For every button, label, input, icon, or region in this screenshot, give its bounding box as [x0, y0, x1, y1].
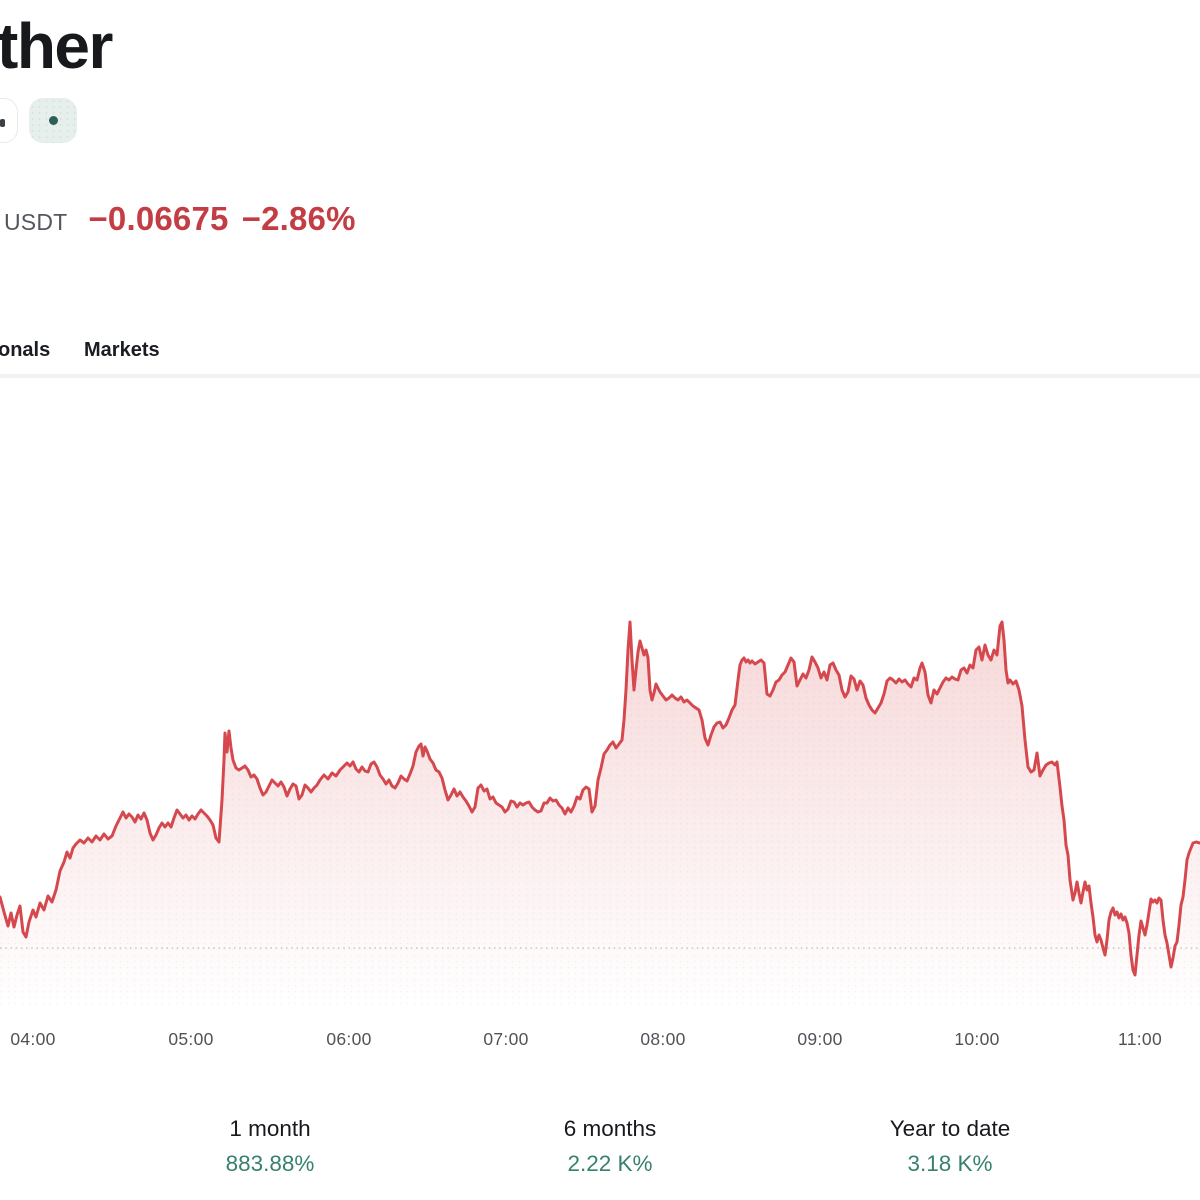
stat-label: 1 month [229, 1116, 311, 1141]
status-dot-icon [48, 116, 58, 125]
tab-partial[interactable]: onals [0, 339, 51, 361]
stat-6-months: 6 months 2.22 K% [564, 1116, 657, 1177]
stat-label: 6 months [563, 1116, 657, 1141]
dot-badge-button[interactable] [29, 98, 77, 143]
x-axis-tick: 06:00 [326, 1029, 372, 1049]
stat-label: Year to date [889, 1116, 1011, 1141]
x-axis-tick: 05:00 [168, 1029, 214, 1049]
chart-line [0, 620, 1200, 977]
chart-area-texture [0, 622, 1200, 1008]
partial-button-icon [0, 119, 5, 127]
tabs-divider [0, 374, 1200, 378]
stat-value: 2.22 K% [567, 1151, 653, 1176]
x-axis-tick: 04:00 [10, 1029, 56, 1049]
price-currency-label: USDT [4, 209, 68, 235]
price-change-percent: −2.86% [241, 200, 356, 237]
x-axis-tick: 11:00 [1118, 1029, 1162, 1049]
x-axis-tick: 09:00 [797, 1029, 843, 1049]
stat-year-to-date: Year to date 3.18 K% [890, 1116, 1011, 1177]
stat-1-month: 1 month 883.88% [226, 1116, 315, 1177]
tab-markets[interactable]: Markets [84, 339, 160, 361]
x-axis-tick: 08:00 [640, 1029, 686, 1049]
price-row: USDT −0.06675 −2.86% [4, 200, 356, 238]
price-change-absolute: −0.06675 [88, 200, 229, 237]
asset-title: ther [0, 10, 113, 82]
x-axis-tick: 07:00 [483, 1029, 529, 1049]
stat-value: 883.88% [225, 1151, 315, 1176]
stat-value: 3.18 K% [907, 1151, 993, 1176]
price-change: −0.06675 −2.86% [88, 200, 355, 238]
x-axis-tick: 10:00 [954, 1029, 1000, 1049]
